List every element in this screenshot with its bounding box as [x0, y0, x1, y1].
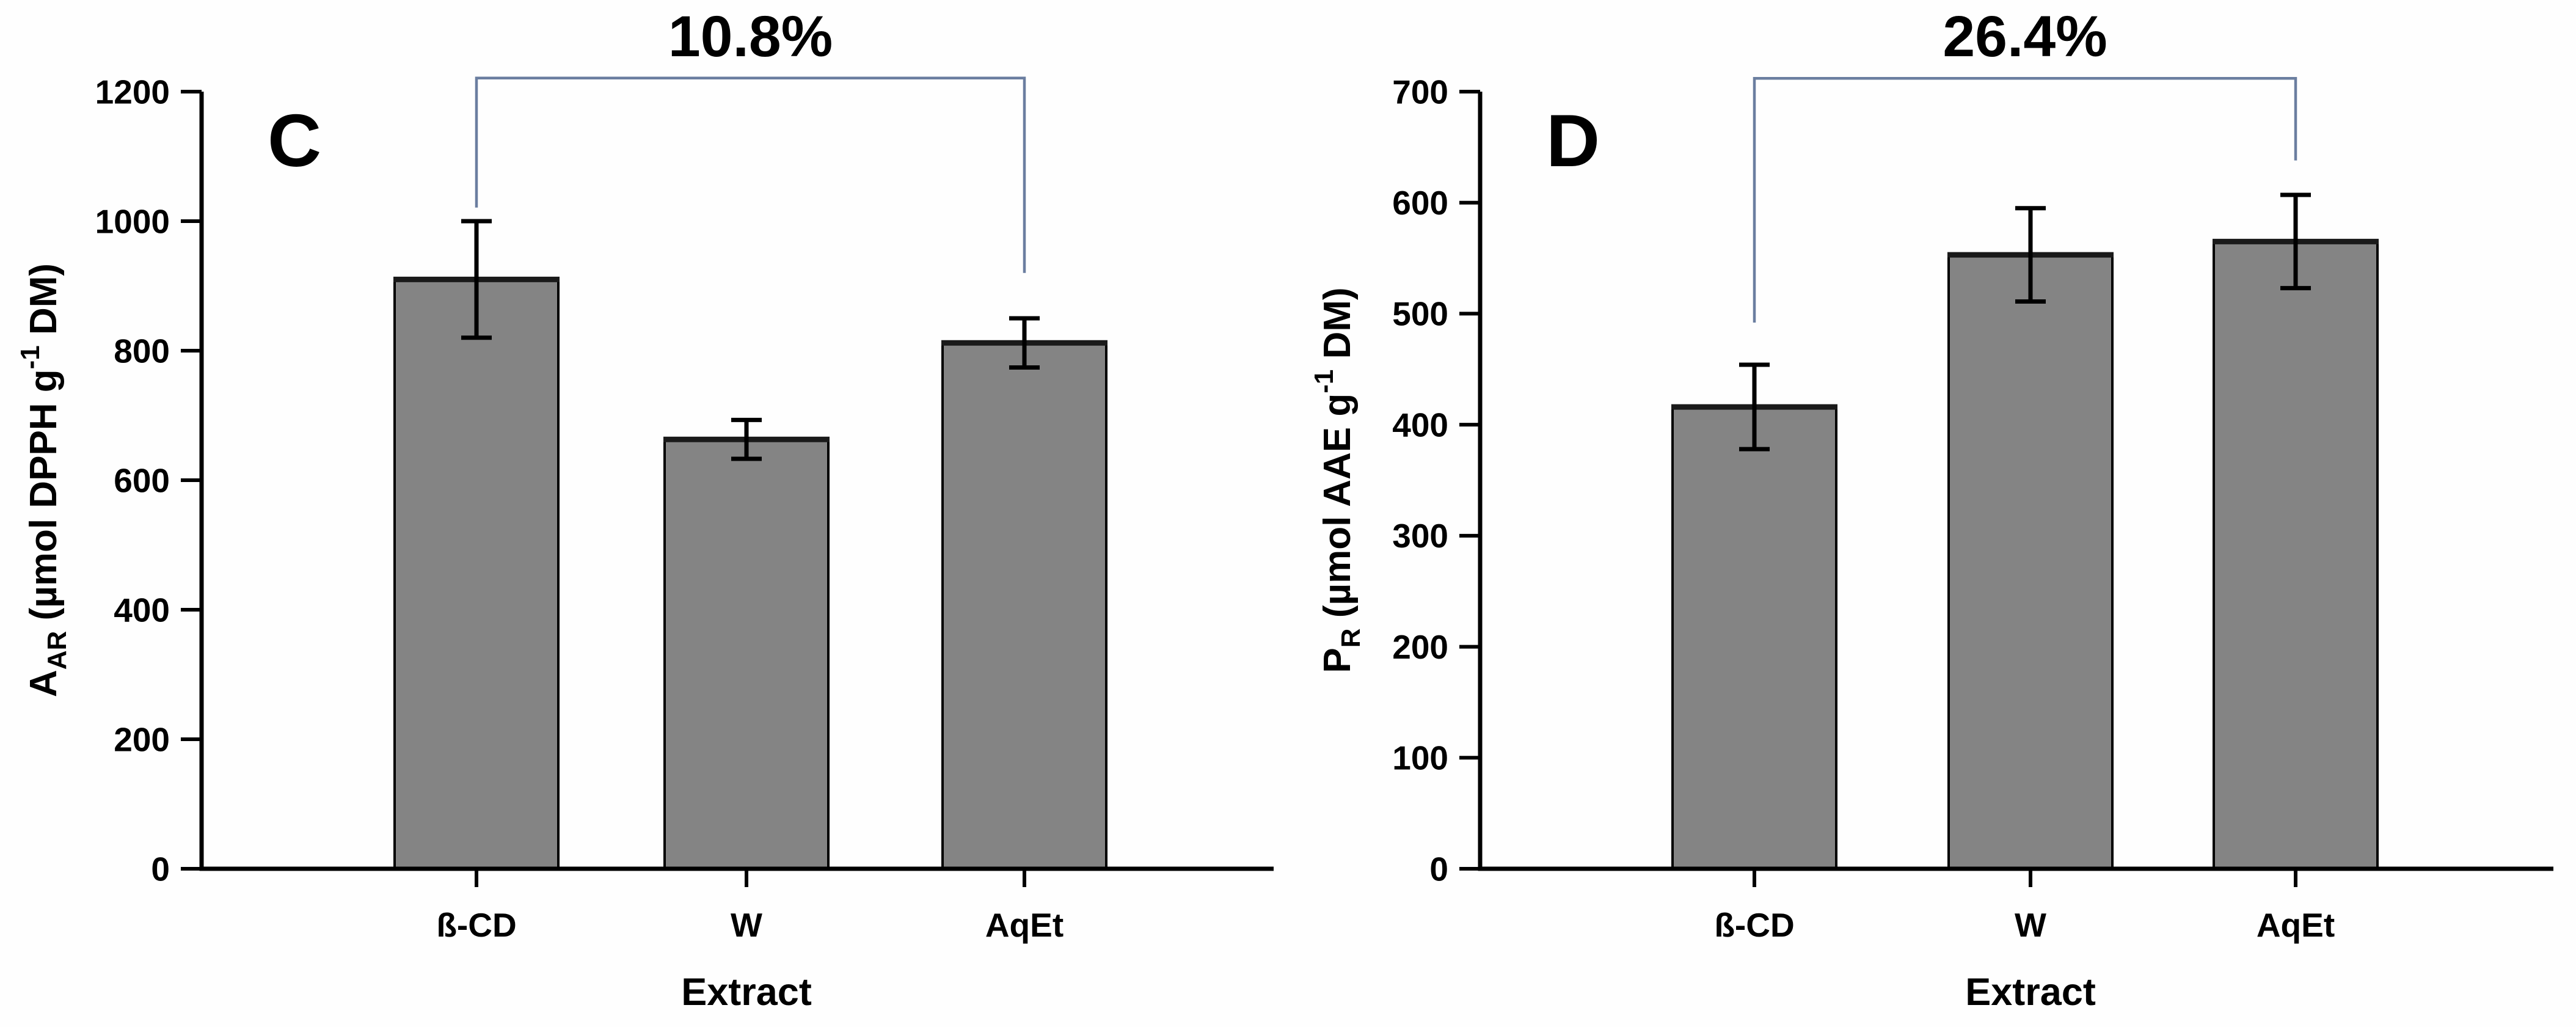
percent-difference-label: 26.4% — [1943, 4, 2107, 69]
category-label-2: W — [2015, 906, 2046, 944]
y-tick-label: 500 — [1392, 295, 1448, 333]
y-tick-label: 200 — [114, 720, 170, 758]
y-tick-label: 400 — [114, 591, 170, 629]
y-axis-title-segment: P — [1316, 648, 1359, 673]
category-label-1: ß-CD — [436, 906, 516, 944]
chart-panel-c: 0 200 400 600 800 1000 1200 ß-CD W AqEt Extract AAR… — [15, 4, 1274, 1014]
y-axis-title: PR (µmol AAE g-1 DM) — [1309, 287, 1366, 673]
y-axis-title-segment: DM) — [1316, 287, 1359, 369]
category-label-3: AqEt — [985, 906, 1064, 944]
bar-ß-CD — [393, 278, 560, 870]
x-axis-title: Extract — [1965, 971, 2096, 1014]
category-label-3: AqEt — [2257, 906, 2335, 944]
category-label-1: ß-CD — [1714, 906, 1794, 944]
y-tick-label: 200 — [1392, 628, 1448, 666]
y-tick-label: 700 — [1392, 73, 1448, 111]
comparison-bracket — [1753, 76, 2297, 323]
panel-letter-c: C — [268, 99, 321, 182]
y-axis-title-segment: -1 — [15, 345, 45, 369]
chart-panel-d: 0 100 200 300 400 500 600 700 ß-CD W AqEt Extract PR… — [1309, 4, 2553, 1014]
comparison-bracket — [475, 76, 1026, 273]
y-axis-title-segment: (µmol AAE g — [1316, 393, 1359, 629]
y-tick-label: 0 — [151, 850, 170, 888]
y-axis-title-segment: AR — [42, 631, 72, 670]
panel-letter-d: D — [1546, 99, 1600, 182]
y-axis-title-segment: R — [1336, 629, 1366, 648]
y-axis-title-segment: A — [23, 670, 65, 697]
bar-AqEt — [941, 342, 1107, 870]
y-tick-label: 100 — [1392, 739, 1448, 777]
bar-AqEt — [2213, 240, 2379, 870]
bar-W — [663, 438, 830, 870]
bar-W — [1947, 254, 2114, 870]
y-tick-label: 600 — [114, 461, 170, 499]
y-tick-label: 300 — [1392, 517, 1448, 555]
y-axis-title-segment: -1 — [1309, 370, 1339, 393]
x-axis-title: Extract — [681, 971, 812, 1014]
y-tick-label: 0 — [1429, 850, 1448, 888]
y-axis-title: AAR (µmol DPPH g-1 DM) — [15, 263, 72, 697]
y-tick-label: 800 — [114, 332, 170, 370]
percent-difference-label: 10.8% — [668, 4, 833, 69]
y-tick-label: 400 — [1392, 406, 1448, 444]
y-axis-title-segment: DM) — [23, 263, 65, 345]
y-tick-label: 600 — [1392, 184, 1448, 222]
y-tick-label: 1000 — [95, 202, 170, 240]
y-tick-label: 1200 — [95, 73, 170, 111]
category-label-2: W — [731, 906, 762, 944]
bar-ß-CD — [1671, 406, 1837, 870]
y-axis-title-segment: (µmol DPPH g — [23, 369, 65, 630]
